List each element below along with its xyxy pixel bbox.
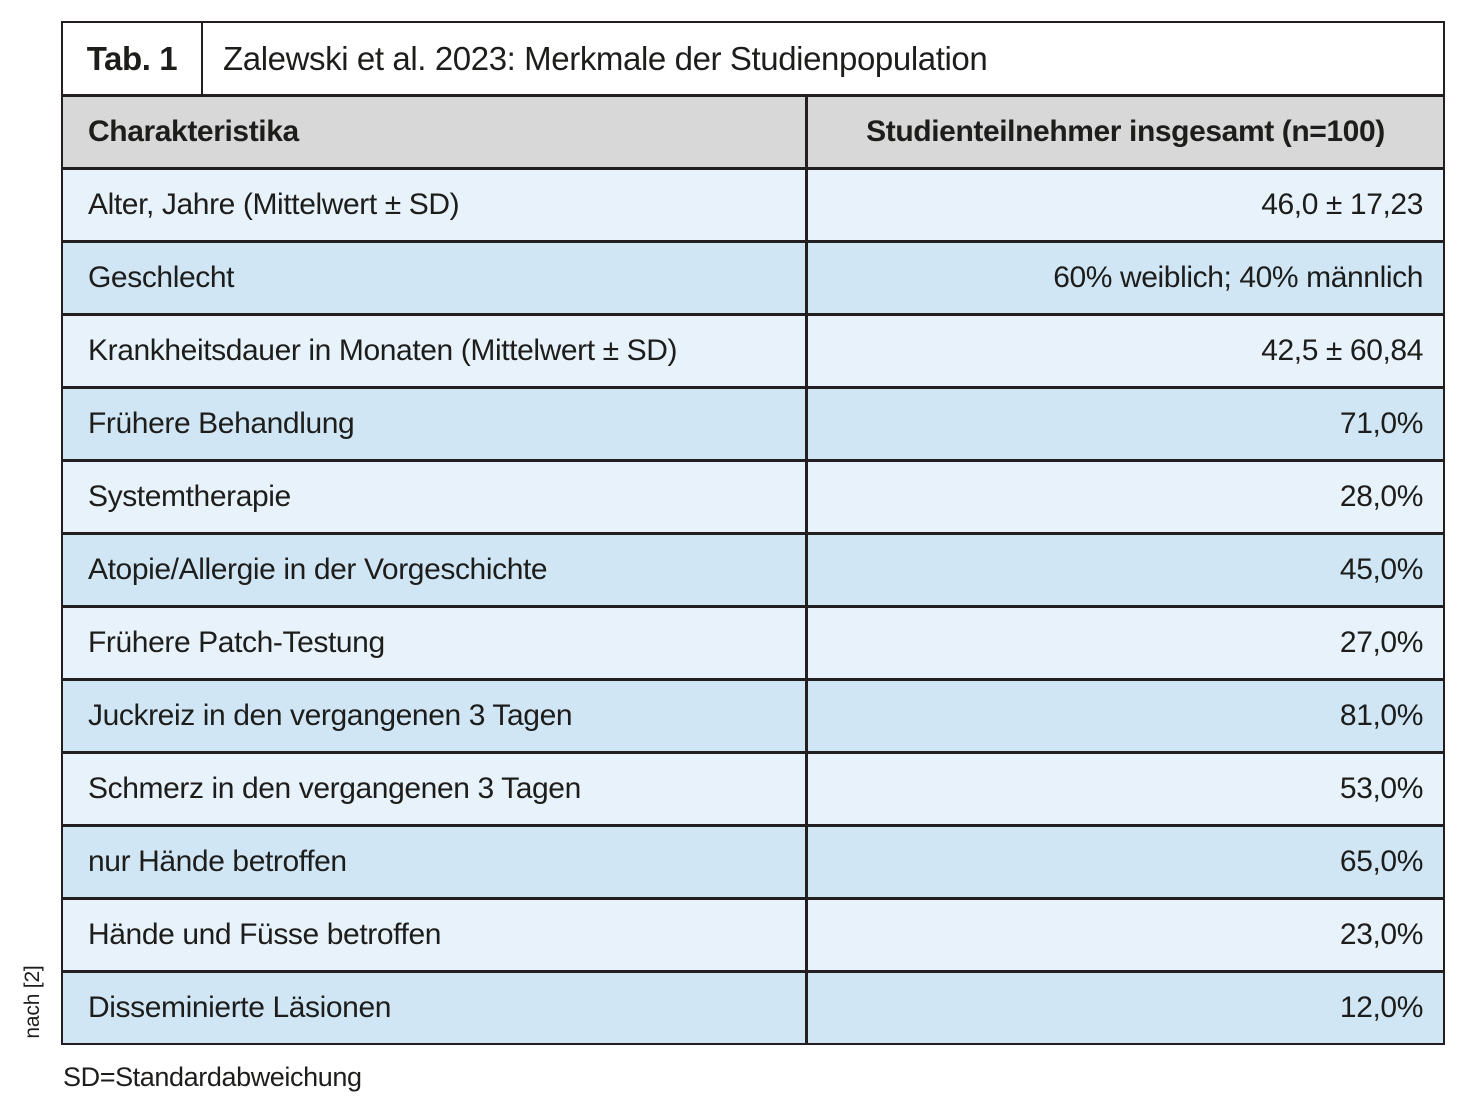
- row-label: Hände und Füsse betroffen: [63, 900, 808, 970]
- table-row: Geschlecht 60% weiblich; 40% männlich: [63, 243, 1443, 316]
- table-title-row: Tab. 1 Zalewski et al. 2023: Merkmale de…: [63, 23, 1443, 97]
- table-footnote: SD=Standardabweichung: [63, 1062, 362, 1092]
- row-label: Systemtherapie: [63, 462, 808, 532]
- column-header-studienteilnehmer: Studienteilnehmer insgesamt (n=100): [866, 115, 1385, 148]
- table-row: Schmerz in den vergangenen 3 Tagen 53,0%: [63, 754, 1443, 827]
- row-value: 45,0%: [1339, 553, 1423, 586]
- row-label: Geschlecht: [63, 243, 808, 313]
- column-header-charakteristika: Charakteristika: [63, 97, 808, 167]
- table-tag: Tab. 1: [63, 23, 203, 94]
- row-value: 28,0%: [1339, 480, 1423, 513]
- table-row: Frühere Patch-Testung 27,0%: [63, 608, 1443, 681]
- source-citation: nach [2]: [21, 965, 44, 1039]
- study-population-table: Tab. 1 Zalewski et al. 2023: Merkmale de…: [61, 21, 1445, 1045]
- row-value: 60% weiblich; 40% männlich: [1053, 261, 1423, 294]
- row-value: 46,0 ± 17,23: [1261, 188, 1423, 221]
- table-body: Alter, Jahre (Mittelwert ± SD) 46,0 ± 17…: [63, 170, 1443, 1043]
- table-row: nur Hände betroffen 65,0%: [63, 827, 1443, 900]
- table-title: Zalewski et al. 2023: Merkmale der Studi…: [223, 39, 988, 77]
- table-row: Juckreiz in den vergangenen 3 Tagen 81,0…: [63, 681, 1443, 754]
- table-row: Krankheitsdauer in Monaten (Mittelwert ±…: [63, 316, 1443, 389]
- table-row: Disseminierte Läsionen 12,0%: [63, 973, 1443, 1043]
- table-row: Frühere Behandlung 71,0%: [63, 389, 1443, 462]
- table-row: Hände und Füsse betroffen 23,0%: [63, 900, 1443, 973]
- row-value: 23,0%: [1339, 918, 1423, 951]
- row-label: Atopie/Allergie in der Vorgeschichte: [63, 535, 808, 605]
- row-label: Schmerz in den vergangenen 3 Tagen: [63, 754, 808, 824]
- row-value: 42,5 ± 60,84: [1261, 334, 1423, 367]
- row-value: 27,0%: [1339, 626, 1423, 659]
- row-value: 81,0%: [1339, 699, 1423, 732]
- table-row: Systemtherapie 28,0%: [63, 462, 1443, 535]
- row-label: Frühere Patch-Testung: [63, 608, 808, 678]
- row-label: Disseminierte Läsionen: [63, 973, 808, 1043]
- row-value: 65,0%: [1339, 845, 1423, 878]
- table-row: Alter, Jahre (Mittelwert ± SD) 46,0 ± 17…: [63, 170, 1443, 243]
- table-row: Atopie/Allergie in der Vorgeschichte 45,…: [63, 535, 1443, 608]
- row-value: 53,0%: [1339, 772, 1423, 805]
- row-label: Krankheitsdauer in Monaten (Mittelwert ±…: [63, 316, 808, 386]
- row-value: 71,0%: [1339, 407, 1423, 440]
- row-label: Frühere Behandlung: [63, 389, 808, 459]
- row-label: Alter, Jahre (Mittelwert ± SD): [63, 170, 808, 240]
- row-label: nur Hände betroffen: [63, 827, 808, 897]
- row-value: 12,0%: [1339, 991, 1423, 1024]
- table-header-row: Charakteristika Studienteilnehmer insges…: [63, 97, 1443, 170]
- row-label: Juckreiz in den vergangenen 3 Tagen: [63, 681, 808, 751]
